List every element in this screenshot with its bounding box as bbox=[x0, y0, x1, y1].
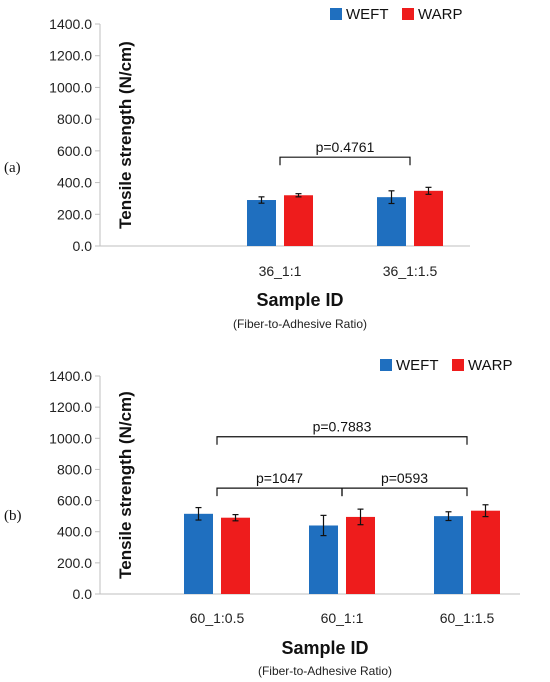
chart-b-y-tick-label: 0.0 bbox=[73, 586, 93, 602]
chart-b-p-value-label: p=0593 bbox=[381, 470, 428, 486]
chart-b-y-axis-title: Tensile strength (N/cm) bbox=[116, 391, 135, 579]
chart-a-x-tick-label: 36_1:1.5 bbox=[383, 263, 438, 279]
chart-a-significance-bracket-0 bbox=[279, 156, 411, 166]
chart-a: (a) 0.0 200.0 400.0 600.0 800.0 1000.0 1200.0 14… bbox=[4, 6, 470, 331]
chart-a-legend-label-weft: WEFT bbox=[346, 6, 389, 23]
chart-b-x-tick-label: 60_1:1.5 bbox=[440, 610, 495, 626]
chart-b-panel-label: (b) bbox=[4, 508, 22, 524]
chart-a-y-tick-label: 1200.0 bbox=[49, 48, 92, 64]
chart-b-y-tick-label: 800.0 bbox=[57, 461, 92, 477]
chart-b-bar-weft-1 bbox=[309, 525, 338, 594]
chart-b-y-tick-label: 600.0 bbox=[57, 493, 92, 509]
chart-a-y-tick-label: 0.0 bbox=[73, 238, 93, 254]
chart-b-bar-warp-0 bbox=[221, 517, 250, 594]
chart-a-y-tick-label: 1400.0 bbox=[49, 16, 92, 32]
chart-b-significance-bracket-2 bbox=[341, 487, 468, 497]
chart-a-bar-weft-1 bbox=[377, 197, 406, 246]
chart-a-x-axis-subtitle: (Fiber-to-Adhesive Ratio) bbox=[233, 317, 367, 331]
chart-a-legend-swatch-warp bbox=[402, 8, 414, 20]
chart-a-p-value-label: p=0.4761 bbox=[316, 139, 375, 155]
chart-a-panel-label: (a) bbox=[4, 160, 21, 176]
chart-a-x-tick-label: 36_1:1 bbox=[259, 263, 302, 279]
chart-b-p-value-label: p=0.7883 bbox=[313, 419, 372, 435]
chart-a-bar-weft-0 bbox=[247, 200, 276, 246]
chart-b-x-axis-subtitle: (Fiber-to-Adhesive Ratio) bbox=[258, 664, 392, 678]
chart-a-x-axis-title: Sample ID bbox=[256, 290, 343, 310]
chart-b-x-tick-label: 60_1:0.5 bbox=[190, 610, 245, 626]
chart-a-y-tick-label: 800.0 bbox=[57, 111, 92, 127]
chart-b: (b) 0.0 200.0 400.0 600.0 800.0 1000.0 1200.0 14… bbox=[4, 357, 520, 678]
chart-b-bar-warp-2 bbox=[471, 510, 500, 594]
chart-b-bar-weft-2 bbox=[434, 516, 463, 594]
chart-a-legend-label-warp: WARP bbox=[418, 6, 462, 23]
chart-b-x-tick-label: 60_1:1 bbox=[321, 610, 364, 626]
chart-a-bar-warp-1 bbox=[414, 190, 443, 246]
chart-a-y-tick-label: 1000.0 bbox=[49, 79, 92, 95]
chart-b-y-tick-label: 400.0 bbox=[57, 524, 92, 540]
chart-b-bar-weft-0 bbox=[184, 513, 213, 594]
chart-b-legend-label-weft: WEFT bbox=[396, 357, 439, 374]
chart-a-legend-swatch-weft bbox=[330, 8, 342, 20]
chart-b-x-axis-title: Sample ID bbox=[281, 638, 368, 658]
chart-b-y-tick-label: 200.0 bbox=[57, 555, 92, 571]
chart-b-legend-swatch-warp bbox=[452, 359, 464, 371]
chart-a-bar-warp-0 bbox=[284, 195, 313, 246]
chart-a-y-tick-label: 400.0 bbox=[57, 175, 92, 191]
chart-b-p-value-label: p=1047 bbox=[256, 470, 303, 486]
chart-a-y-tick-label: 600.0 bbox=[57, 143, 92, 159]
chart-b-significance-bracket-1 bbox=[216, 487, 343, 497]
chart-b-y-tick-label: 1000.0 bbox=[49, 430, 92, 446]
chart-b-y-tick-label: 1400.0 bbox=[49, 368, 92, 384]
chart-a-y-tick-label: 200.0 bbox=[57, 206, 92, 222]
chart-b-bar-warp-1 bbox=[346, 516, 375, 594]
chart-b-y-tick-label: 1200.0 bbox=[49, 399, 92, 415]
chart-b-legend-swatch-weft bbox=[380, 359, 392, 371]
chart-a-y-axis-title: Tensile strength (N/cm) bbox=[116, 41, 135, 229]
chart-b-legend-label-warp: WARP bbox=[468, 357, 512, 374]
chart-b-significance-bracket-0 bbox=[216, 436, 468, 445]
